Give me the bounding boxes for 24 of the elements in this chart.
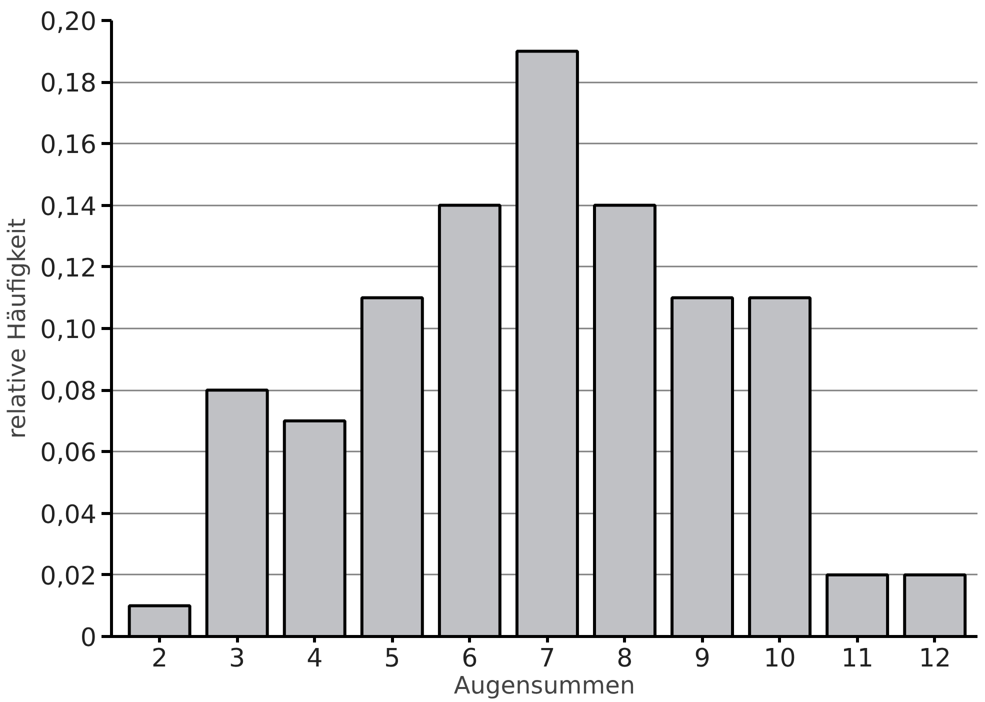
y-tick-label: 0,18 [40,68,97,98]
x-tick-label: 3 [229,642,246,672]
x-tick-label: 9 [694,642,710,672]
x-tick-label: 4 [306,642,323,672]
y-tick-label: 0,14 [40,190,97,221]
y-tick-label: 0,12 [40,252,97,282]
x-tick-label: 2 [152,642,168,672]
x-axis-title: Augensummen [454,672,636,700]
y-tick-label: 0,08 [40,376,97,406]
x-tick-label: 10 [764,642,796,672]
y-tick-label: 0,10 [40,314,97,344]
y-tick-label: 0,06 [40,437,97,468]
y-tick-label: 0 [80,622,97,652]
y-axis-title: relative Häufigkeit [3,218,32,439]
x-tick-label: 5 [384,642,400,672]
y-tick-label: 0,02 [40,560,97,590]
x-tick-label: 11 [841,642,874,672]
y-tick-label: 0,04 [40,498,97,529]
x-tick-label: 7 [539,642,556,672]
x-tick-label: 6 [462,642,478,672]
y-tick-label: 0,20 [40,6,97,36]
x-tick-label: 8 [616,642,633,672]
x-tick-label: 12 [918,642,951,672]
y-tick-label: 0,16 [40,129,97,160]
